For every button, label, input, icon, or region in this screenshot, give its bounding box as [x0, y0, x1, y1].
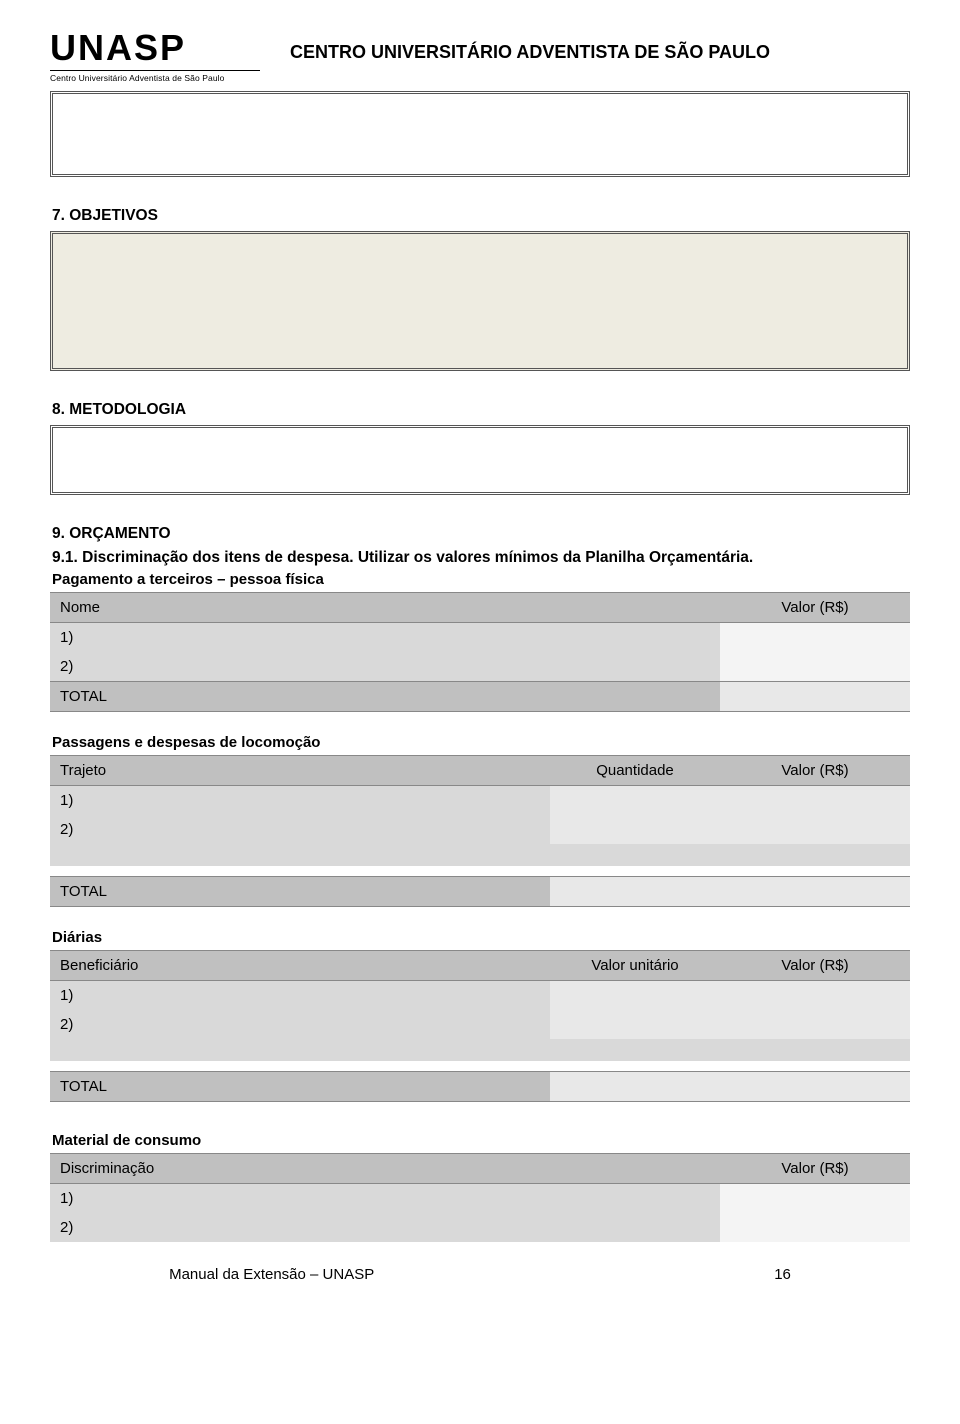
- objetivos-box: [50, 231, 910, 371]
- section-8-title: 8. METODOLOGIA: [52, 401, 910, 419]
- logo-tagline: Centro Universitário Adventista de São P…: [50, 70, 260, 83]
- cell: [720, 1072, 910, 1102]
- cell: 1): [50, 623, 720, 653]
- col-nome: Nome: [50, 593, 720, 623]
- cell: [720, 1184, 910, 1214]
- logo: UNASP Centro Universitário Adventista de…: [50, 30, 260, 83]
- col-valor: Valor (R$): [720, 756, 910, 786]
- col-discriminacao: Discriminação: [50, 1154, 720, 1184]
- cell: 1): [50, 1184, 720, 1214]
- table-material: Discriminação Valor (R$) 1) 2): [50, 1153, 910, 1242]
- cell: 2): [50, 1010, 550, 1039]
- cell: 1): [50, 786, 550, 816]
- table-row: 1): [50, 981, 910, 1011]
- cell: TOTAL: [50, 1072, 550, 1102]
- cell: [720, 786, 910, 816]
- col-valor-unit: Valor unitário: [550, 951, 720, 981]
- table-row-total: TOTAL: [50, 877, 910, 907]
- col-trajeto: Trajeto: [50, 756, 550, 786]
- col-beneficiario: Beneficiário: [50, 951, 550, 981]
- cell: [720, 652, 910, 682]
- table-diarias: Beneficiário Valor unitário Valor (R$) 1…: [50, 950, 910, 1061]
- table-row: 1): [50, 1184, 910, 1214]
- table-row-total: TOTAL: [50, 1072, 910, 1102]
- pagamento-subtitle: Pagamento a terceiros – pessoa física: [52, 571, 910, 588]
- logo-wordmark: UNASP: [50, 30, 260, 66]
- page-header: UNASP Centro Universitário Adventista de…: [50, 30, 910, 83]
- cell: [550, 1010, 720, 1039]
- col-valor: Valor (R$): [720, 1154, 910, 1184]
- table-row: Nome Valor (R$): [50, 593, 910, 623]
- cell: [720, 1213, 910, 1242]
- table-row: Discriminação Valor (R$): [50, 1154, 910, 1184]
- metodologia-box: [50, 425, 910, 495]
- cell: TOTAL: [50, 682, 720, 712]
- table-row: 2): [50, 815, 910, 844]
- cell: [720, 682, 910, 712]
- cell: 1): [50, 981, 550, 1011]
- col-quantidade: Quantidade: [550, 756, 720, 786]
- cell: [720, 981, 910, 1011]
- cell: [550, 981, 720, 1011]
- table-diarias-total: TOTAL: [50, 1071, 910, 1102]
- col-valor: Valor (R$): [720, 951, 910, 981]
- table-row: Trajeto Quantidade Valor (R$): [50, 756, 910, 786]
- blank-box-top: [50, 91, 910, 177]
- table-row: [50, 1039, 910, 1061]
- table-row: 2): [50, 652, 910, 682]
- table-pagamento: Nome Valor (R$) 1) 2) TOTAL: [50, 592, 910, 712]
- footer-text: Manual da Extensão – UNASP: [169, 1266, 374, 1283]
- cell: [720, 877, 910, 907]
- section-9-sub1: 9.1. Discriminação dos itens de despesa.…: [52, 549, 910, 567]
- table-row: 1): [50, 786, 910, 816]
- cell: 2): [50, 652, 720, 682]
- cell: [550, 877, 720, 907]
- table-passagens: Trajeto Quantidade Valor (R$) 1) 2): [50, 755, 910, 866]
- section-7-title: 7. OBJETIVOS: [52, 207, 910, 225]
- table-row: 2): [50, 1213, 910, 1242]
- page-number: 16: [774, 1266, 791, 1283]
- table-row: Beneficiário Valor unitário Valor (R$): [50, 951, 910, 981]
- material-subtitle: Material de consumo: [52, 1132, 910, 1149]
- diarias-subtitle: Diárias: [52, 929, 910, 946]
- organization-title: CENTRO UNIVERSITÁRIO ADVENTISTA DE SÃO P…: [290, 30, 910, 63]
- cell: 2): [50, 1213, 720, 1242]
- cell: [550, 815, 720, 844]
- cell: [720, 1010, 910, 1039]
- table-row-total: TOTAL: [50, 682, 910, 712]
- section-9-title: 9. ORÇAMENTO: [52, 525, 910, 543]
- table-row: 1): [50, 623, 910, 653]
- cell: [550, 1072, 720, 1102]
- table-row: 2): [50, 1010, 910, 1039]
- cell: [550, 786, 720, 816]
- table-row: [50, 844, 910, 866]
- table-passagens-total: TOTAL: [50, 876, 910, 907]
- col-valor: Valor (R$): [720, 593, 910, 623]
- cell: 2): [50, 815, 550, 844]
- passagens-subtitle: Passagens e despesas de locomoção: [52, 734, 910, 751]
- page-footer: Manual da Extensão – UNASP 16: [50, 1266, 910, 1283]
- cell: [720, 815, 910, 844]
- cell: TOTAL: [50, 877, 550, 907]
- cell: [720, 623, 910, 653]
